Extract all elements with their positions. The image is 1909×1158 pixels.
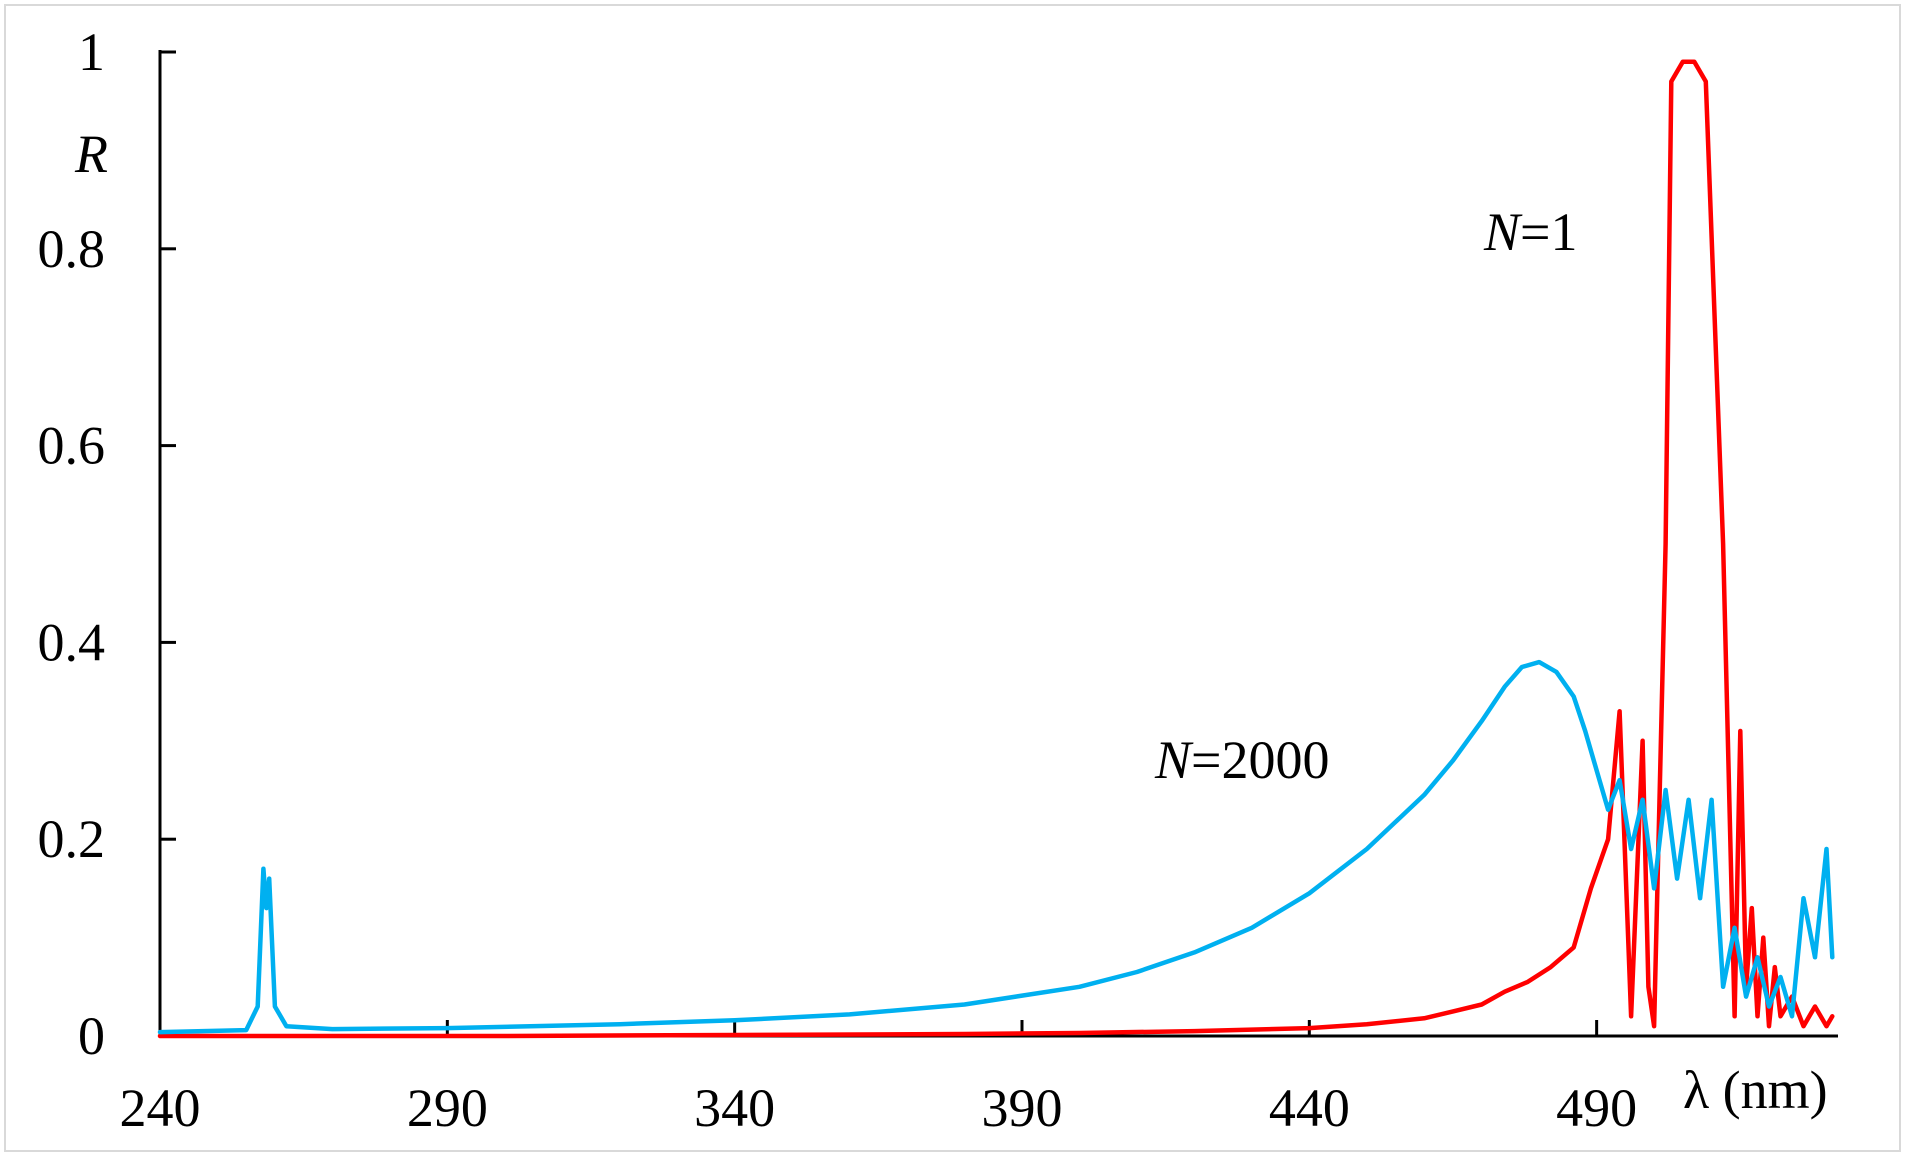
series-label-n2000: N=2000: [1154, 730, 1330, 790]
y-tick-label: 0.8: [38, 219, 106, 279]
y-tick-label: 0.6: [38, 416, 106, 476]
series-label-n2000-value: =2000: [1191, 730, 1329, 790]
x-tick-label: 340: [694, 1078, 775, 1138]
y-tick-label: 0.4: [38, 612, 106, 672]
series-label-n2000-var: N: [1154, 730, 1194, 790]
series-label-n1-value: =1: [1520, 202, 1577, 262]
series-label-n1: N=1: [1483, 202, 1578, 262]
series-label-n1-var: N: [1483, 202, 1523, 262]
x-tick-label: 440: [1269, 1078, 1350, 1138]
y-tick-label: 0.2: [38, 809, 106, 869]
x-tick-label: 290: [407, 1078, 488, 1138]
y-tick-label: 0: [78, 1006, 105, 1066]
x-tick-label: 490: [1556, 1078, 1637, 1138]
series-line-n2000: [157, 659, 1835, 1035]
x-axis-label: λ (nm): [1683, 1060, 1828, 1120]
series-lines: [157, 59, 1835, 1039]
series-line-n1: [157, 59, 1835, 1039]
y-tick-label: 1: [78, 22, 105, 82]
y-axis-label: R: [74, 124, 108, 184]
x-tick-label: 240: [120, 1078, 201, 1138]
x-tick-label: 390: [981, 1078, 1062, 1138]
ticks: 0 0.2 0.4 0.6 0.8 1 240 290 340 390 440 490: [38, 22, 1638, 1138]
axes: [158, 50, 1838, 1038]
chart-frame: [4, 4, 1901, 1152]
